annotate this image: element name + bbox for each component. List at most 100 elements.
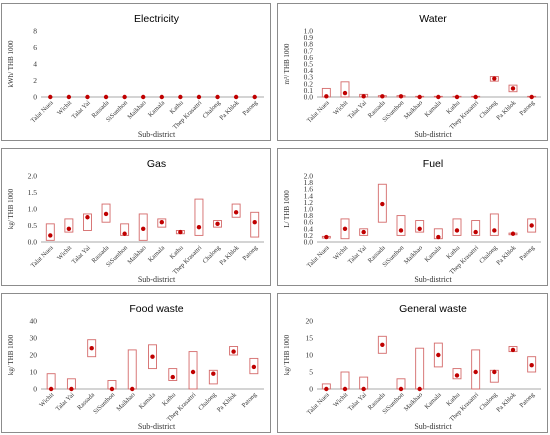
- x-tick-label: Pa Khlok: [495, 244, 518, 267]
- x-tick-label: Kamala: [147, 99, 166, 118]
- y-tick-label: 40: [30, 317, 38, 326]
- data-point: [417, 94, 422, 100]
- x-axis-label: Sub-district: [138, 130, 176, 139]
- y-tick-label: 0.4: [304, 66, 314, 75]
- range-box: [168, 368, 178, 381]
- x-tick-label: Patong: [518, 244, 536, 262]
- range-box: [377, 183, 387, 223]
- y-tick-label: 0.0: [28, 238, 38, 247]
- x-tick-label: Patong: [241, 244, 259, 262]
- x-axis-label: Sub-district: [414, 130, 452, 139]
- x-tick-label: Maikhao: [126, 99, 147, 120]
- x-tick-label: Pa Khlok: [216, 391, 239, 414]
- data-point: [417, 226, 422, 231]
- data-point: [324, 386, 329, 392]
- chart-panel-6: General waste kg/ THB 1000 0 5 10 15 20 Talat N…: [277, 293, 548, 433]
- data-point: [342, 90, 348, 96]
- data-point: [454, 94, 460, 100]
- y-tick-label: 0.6: [304, 218, 314, 227]
- data-point: [66, 226, 72, 231]
- range-box: [527, 356, 537, 373]
- data-point: [48, 233, 53, 238]
- x-tick-label: Maikhao: [403, 391, 424, 412]
- data-point: [231, 349, 236, 354]
- chart-svg: Gas kg/ THB 1000 0.0 0.5 1.0 1.5 2.0 Talat Nuea…: [7, 158, 264, 284]
- chart-panel-4: Fuel L/ THB 1000 0.0 0.2 0.4 0.6 0.8 1.0 1.2 1.4 1…: [277, 148, 548, 286]
- x-axis-label: Sub-district: [138, 275, 176, 284]
- y-tick-label: 10: [30, 368, 38, 377]
- y-tick-label: 20: [30, 351, 38, 360]
- data-point: [342, 226, 348, 231]
- chart-title: Water: [419, 13, 447, 25]
- x-tick-label: Kamala: [147, 244, 166, 263]
- range-box: [527, 218, 537, 233]
- data-point: [342, 386, 348, 392]
- y-tick-label: 0.4: [304, 224, 314, 233]
- data-point: [398, 94, 404, 99]
- y-tick-label: 6: [33, 43, 37, 52]
- x-tick-label: SiSunthon: [381, 391, 406, 416]
- data-point: [103, 94, 109, 100]
- x-tick-label: SiSunthon: [381, 244, 406, 269]
- data-point: [103, 211, 109, 217]
- x-tick-label: Pa Khlok: [218, 244, 241, 267]
- chart-panel-5: Food waste kg/ THB 1000 0 10 20 30 40 Wichit Tal…: [1, 293, 271, 433]
- chart-title: Fuel: [423, 158, 443, 170]
- y-tick-label: 1.0: [28, 205, 38, 214]
- x-tick-label: Kamala: [424, 244, 443, 263]
- range-box: [452, 218, 462, 236]
- data-point: [159, 94, 164, 100]
- data-point: [252, 220, 257, 225]
- data-point: [454, 228, 460, 233]
- x-tick-label: Kamala: [424, 99, 443, 118]
- y-tick-label: 2.0: [28, 172, 38, 181]
- data-point: [324, 234, 329, 240]
- x-tick-label: Kathu: [169, 99, 186, 116]
- data-point: [492, 369, 497, 375]
- range-box: [229, 346, 239, 356]
- range-box: [148, 344, 157, 370]
- y-tick-label: 0.9: [304, 33, 314, 42]
- data-point: [380, 94, 385, 99]
- data-point: [196, 224, 202, 230]
- data-point: [510, 86, 516, 91]
- x-tick-label: Kathu: [445, 244, 462, 261]
- y-axis-label: m³/ THB 1000: [283, 43, 291, 84]
- y-tick-label: 1.6: [304, 185, 314, 194]
- y-tick-label: 4: [33, 60, 37, 69]
- range-box: [101, 203, 111, 223]
- chart-panel-1: Electricity kWh/ THB 1000 0 2 4 6 8 Talat Nuea W…: [1, 3, 271, 141]
- data-point: [417, 386, 422, 392]
- x-tick-label: Wichit: [332, 99, 349, 116]
- x-tick-label: Talat Nuea: [306, 391, 331, 416]
- x-tick-label: Talat Yai: [71, 244, 92, 265]
- data-point: [190, 369, 196, 375]
- data-point: [122, 94, 127, 100]
- x-tick-label: Kathu: [169, 244, 186, 261]
- y-tick-label: 0.8: [304, 40, 314, 49]
- data-point: [85, 94, 90, 100]
- data-point: [380, 201, 385, 207]
- x-tick-label: Kathu: [161, 391, 178, 408]
- data-point: [473, 94, 478, 100]
- x-tick-label: Kamala: [138, 391, 157, 410]
- y-tick-label: 1.0: [304, 27, 314, 36]
- x-tick-label: Kathu: [445, 391, 462, 408]
- y-tick-label: 0.7: [304, 46, 314, 55]
- data-point: [170, 374, 175, 380]
- y-tick-label: 0.2: [304, 231, 314, 240]
- x-tick-label: Talat Yai: [71, 99, 92, 120]
- range-box: [415, 347, 425, 390]
- range-box: [396, 215, 406, 236]
- x-tick-label: Talat Nuea: [306, 244, 331, 269]
- y-axis-label: kg/ THB 1000: [283, 334, 291, 375]
- data-point: [436, 234, 441, 240]
- y-axis-label: kg/ THB 1000: [7, 188, 15, 229]
- x-tick-label: Talat Yai: [55, 391, 76, 412]
- data-point: [48, 94, 53, 100]
- data-point: [398, 228, 404, 233]
- data-point: [66, 94, 72, 100]
- x-tick-label: Talat Nuea: [30, 99, 55, 124]
